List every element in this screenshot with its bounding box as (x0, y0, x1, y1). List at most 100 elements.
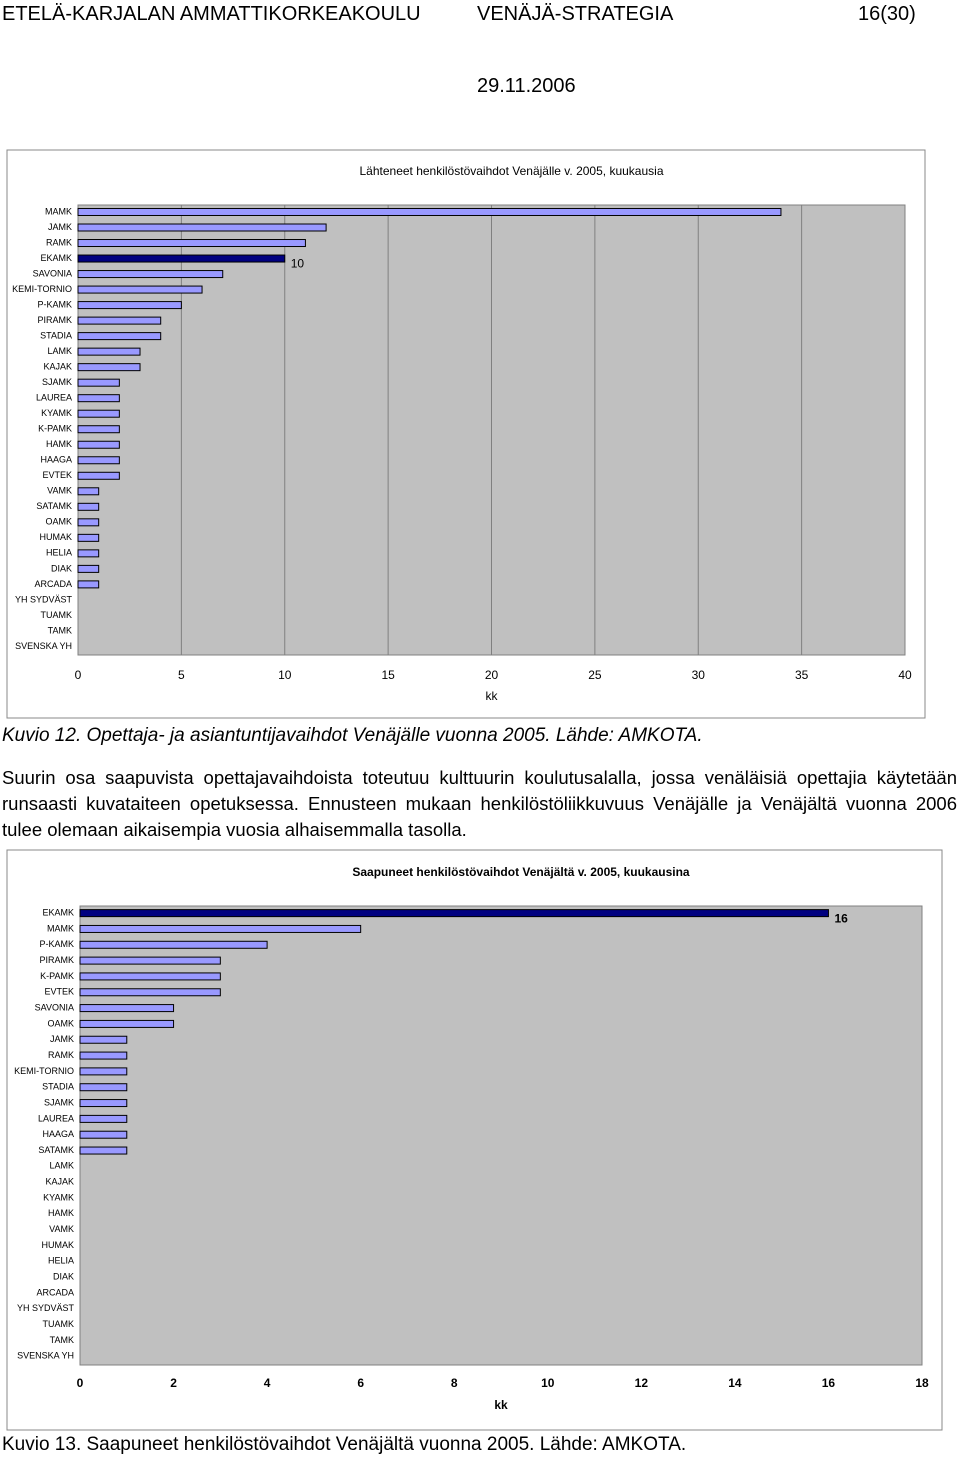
bar (79, 1146, 128, 1155)
data-label: 10 (291, 257, 305, 271)
y-tick-label: VAMK (49, 1224, 74, 1234)
y-tick-label: RAMK (48, 1050, 74, 1060)
bar (79, 1083, 128, 1092)
y-tick-label: HUMAK (39, 532, 72, 542)
x-tick-label: 40 (898, 668, 912, 682)
x-tick-label: 25 (588, 668, 602, 682)
y-tick-label: ARCADA (36, 1287, 74, 1297)
bar (79, 1035, 128, 1044)
y-tick-label: SATAMK (38, 1145, 74, 1155)
bar (77, 254, 286, 263)
y-tick-label: P-KAMK (39, 939, 74, 949)
y-tick-label: K-PAMK (40, 971, 74, 981)
y-tick-label: KEMI-TORNIO (14, 1066, 74, 1076)
y-tick-label: HAMK (48, 1208, 74, 1218)
y-tick-label: TAMK (50, 1335, 74, 1345)
bar (79, 972, 221, 981)
y-tick-label: LAMK (47, 346, 72, 356)
x-tick-label: 8 (451, 1376, 458, 1390)
y-tick-label: HUMAK (41, 1240, 74, 1250)
bar (77, 285, 203, 294)
chart-title: Lähteneet henkilöstövaihdot Venäjälle v.… (359, 164, 663, 178)
bar (77, 223, 327, 232)
bar (77, 239, 306, 248)
y-tick-label: HAAGA (40, 455, 72, 465)
y-tick-label: SATAMK (36, 501, 72, 511)
y-tick-label: KYAMK (41, 408, 72, 418)
bar (79, 1067, 128, 1076)
bar (79, 1130, 128, 1139)
bar (77, 456, 120, 465)
bar (77, 471, 120, 480)
x-tick-label: 6 (357, 1376, 364, 1390)
bar (77, 409, 120, 418)
bar (77, 533, 100, 542)
bar (77, 378, 120, 387)
x-tick-label: 30 (692, 668, 706, 682)
header-school: ETELÄ-KARJALAN AMMATTIKORKEAKOULU (2, 3, 421, 25)
y-tick-label: STADIA (42, 1082, 74, 1092)
y-tick-label: SVENSKA YH (17, 1351, 74, 1361)
bar (77, 425, 120, 434)
y-tick-label: KAJAK (43, 362, 72, 372)
y-tick-label: HAMK (46, 439, 72, 449)
data-label: 16 (834, 911, 848, 925)
y-tick-label: KYAMK (43, 1192, 74, 1202)
y-tick-label: RAMK (46, 237, 72, 247)
header-page: 16(30) (858, 3, 916, 25)
x-tick-label: 2 (170, 1376, 177, 1390)
bar (77, 549, 100, 558)
x-tick-label: 10 (541, 1376, 555, 1390)
y-tick-label: TUAMK (41, 610, 73, 620)
bar (77, 440, 120, 449)
bar (77, 301, 182, 310)
y-tick-label: SJAMK (42, 377, 72, 387)
x-axis-label: kk (486, 689, 499, 703)
bar (79, 956, 221, 965)
y-tick-label: LAMK (49, 1161, 74, 1171)
y-tick-label: SJAMK (44, 1097, 74, 1107)
y-tick-label: TUAMK (43, 1319, 75, 1329)
bar (77, 564, 100, 573)
y-tick-label: EKAMK (40, 253, 72, 263)
bar (79, 1019, 175, 1028)
y-tick-label: K-PAMK (38, 424, 72, 434)
y-tick-label: KAJAK (45, 1177, 74, 1187)
y-tick-label: DIAK (51, 563, 72, 573)
y-tick-label: HELIA (48, 1256, 74, 1266)
bar (79, 988, 221, 997)
x-tick-label: 16 (822, 1376, 836, 1390)
x-tick-label: 10 (278, 668, 292, 682)
x-tick-label: 18 (915, 1376, 929, 1390)
y-tick-label: TAMK (48, 625, 72, 635)
bar (77, 487, 100, 496)
bar (79, 1099, 128, 1108)
y-tick-label: OAMK (47, 1018, 74, 1028)
y-tick-label: SAVONIA (33, 268, 72, 278)
y-tick-label: JAMK (48, 222, 72, 232)
header-document: VENÄJÄ-STRATEGIA (477, 3, 674, 25)
x-tick-label: 20 (485, 668, 499, 682)
x-axis-label: kk (494, 1398, 508, 1412)
bar (77, 316, 162, 325)
bar (77, 518, 100, 527)
y-tick-label: DIAK (53, 1272, 74, 1282)
x-tick-label: 5 (178, 668, 185, 682)
y-tick-label: SVENSKA YH (15, 641, 72, 651)
caption: Kuvio 12. Opettaja- ja asiantuntijavaihd… (2, 725, 703, 746)
y-tick-label: EVTEK (42, 470, 72, 480)
header-date: 29.11.2006 (477, 75, 576, 97)
bar (77, 207, 782, 216)
y-tick-label: MAMK (47, 923, 74, 933)
bar (79, 940, 268, 949)
y-tick-label: KEMI-TORNIO (12, 284, 72, 294)
bar (77, 347, 141, 356)
y-tick-label: HELIA (46, 548, 72, 558)
y-tick-label: JAMK (50, 1034, 74, 1044)
y-tick-label: PIRAMK (39, 955, 74, 965)
y-tick-label: VAMK (47, 486, 72, 496)
y-tick-label: ARCADA (34, 579, 72, 589)
chart-title: Saapuneet henkilöstövaihdot Venäjältä v.… (352, 865, 690, 879)
